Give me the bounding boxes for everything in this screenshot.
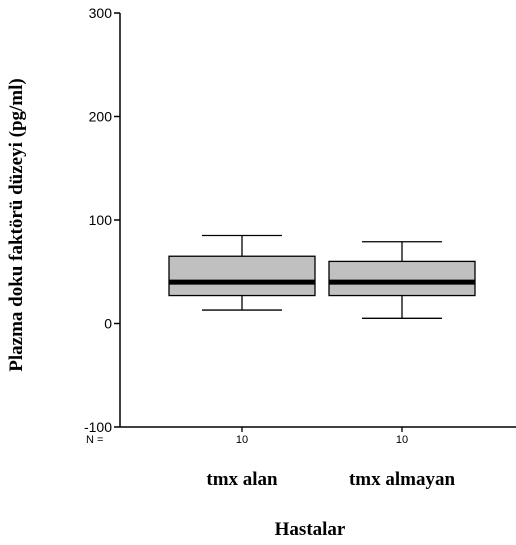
y-ticks: 300 200 100 0 -100 [84, 5, 120, 435]
box-group [168, 234, 316, 311]
iqr-box [328, 260, 476, 297]
category-label: tmx almayan [349, 469, 456, 490]
axes [119, 13, 516, 428]
y-tick-label: -100 [84, 419, 112, 435]
n-value: 10 [236, 434, 248, 446]
n-label: N = [86, 434, 103, 446]
x-categories: 10 tmx alan 10 tmx almayan [206, 427, 455, 490]
category-label: tmx alan [206, 469, 278, 490]
y-axis-title: Plazma doku faktörü düzeyi (pg/ml) [6, 78, 27, 371]
n-value: 10 [396, 434, 408, 446]
y-tick-label: 0 [104, 316, 112, 332]
boxes [168, 234, 476, 319]
iqr-box [168, 255, 316, 297]
x-axis-title: Hastalar [275, 519, 346, 540]
y-tick-label: 100 [89, 212, 113, 228]
y-tick-label: 200 [89, 109, 113, 125]
box-group [328, 241, 476, 319]
y-tick-label: 300 [89, 5, 113, 21]
